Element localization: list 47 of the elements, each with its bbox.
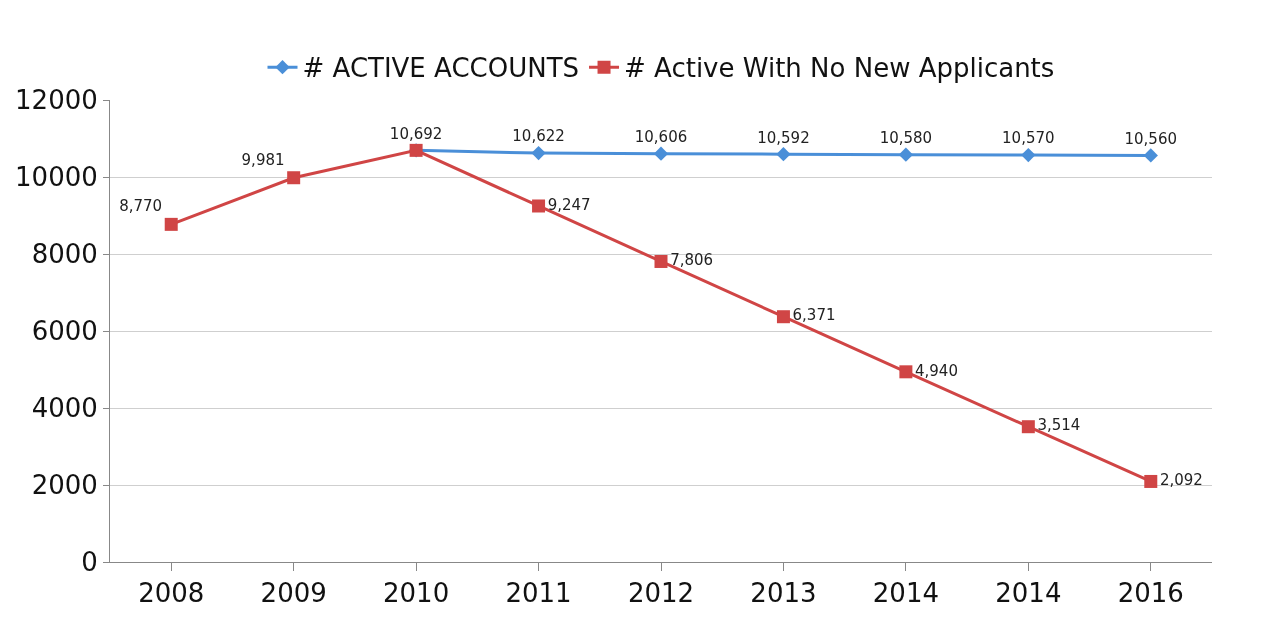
data-label: 7,806 (670, 251, 714, 270)
data-label: 10,606 (634, 128, 688, 147)
data-label: 10,570 (1002, 129, 1055, 148)
data-label: 3,514 (1037, 416, 1081, 435)
data-label: 10,592 (757, 128, 810, 147)
data-label: 10,560 (1124, 129, 1178, 148)
x-tick-label: 2013 (750, 578, 817, 609)
x-tick-label: 2010 (383, 578, 450, 609)
point (654, 254, 668, 268)
y-tick-label: 10000 (15, 162, 98, 193)
data-label: 10,622 (512, 127, 565, 146)
point (531, 145, 546, 161)
data-label: 6,371 (792, 306, 836, 325)
point (1143, 148, 1158, 163)
x-tick-label: 2011 (505, 578, 572, 609)
data-label: 4,940 (915, 361, 958, 380)
point (776, 147, 791, 162)
point (532, 199, 546, 213)
data-label: 2,092 (1159, 471, 1203, 490)
y-tick-label: 4000 (31, 393, 98, 424)
y-tick-label: 6000 (31, 316, 98, 347)
data-label: 10,692 (389, 124, 443, 143)
data-label: 9,247 (547, 195, 591, 214)
point (899, 365, 913, 379)
point (1021, 147, 1036, 163)
x-tick-label: 2012 (627, 578, 695, 609)
x-tick-label: 2009 (260, 578, 327, 609)
point (898, 147, 914, 162)
x-tick-label: 2014 (872, 578, 939, 609)
y-tick-label: 8000 (31, 239, 98, 270)
point (287, 171, 301, 185)
point (1021, 420, 1035, 434)
legend-label: # ACTIVE ACCOUNTS (302, 53, 580, 84)
x-tick-label: 2014 (995, 578, 1062, 609)
data-label: 8,770 (119, 197, 163, 216)
x-tick-label: 2008 (138, 578, 205, 609)
point (164, 217, 178, 231)
legend-label: # Active With No New Applicants (624, 53, 1055, 84)
point (1144, 474, 1158, 488)
data-label: 9,981 (241, 150, 285, 169)
data-label: 10,580 (879, 129, 933, 148)
x-tick-label: 2016 (1117, 578, 1184, 609)
point (776, 310, 790, 324)
y-tick-label: 2000 (31, 470, 98, 501)
y-tick-label: 12000 (15, 85, 98, 116)
y-tick-label: 0 (81, 547, 98, 578)
point (653, 146, 669, 161)
